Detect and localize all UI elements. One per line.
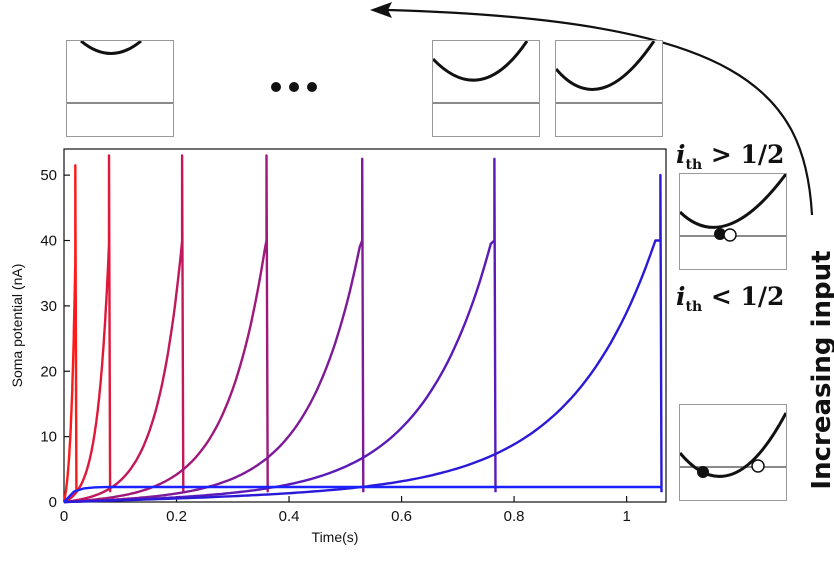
- series-line-6: [63, 157, 497, 504]
- top-inset-2: [432, 40, 540, 137]
- right-inset-lower: [679, 404, 787, 501]
- series-line-4: [63, 154, 269, 504]
- y-tick-label: 20: [40, 363, 57, 380]
- ith-less-label: ith < 1/2: [676, 282, 785, 315]
- top-inset-3: [555, 40, 663, 137]
- series-line-1: [62, 164, 78, 503]
- x-tick-label: 0.2: [166, 508, 187, 525]
- x-tick-label: 0.8: [504, 508, 525, 525]
- y-tick-label: 10: [40, 429, 57, 446]
- top-inset-1: [66, 40, 174, 137]
- x-axis-label: Time(s): [312, 529, 359, 545]
- ith-greater-label: ith > 1/2: [676, 140, 785, 173]
- x-tick-label: 0.6: [391, 508, 412, 525]
- increasing-input-label: Increasing input: [807, 250, 834, 490]
- increasing-input-arrow: [370, 2, 814, 216]
- series-line-3: [63, 154, 185, 504]
- y-tick-label: 50: [40, 167, 57, 184]
- y-axis-label: Soma potential (nA): [9, 264, 25, 388]
- plot-frame: [63, 148, 667, 503]
- y-tick-label: 40: [40, 233, 57, 250]
- series-line-2: [63, 154, 112, 504]
- x-tick-label: 1: [622, 508, 630, 525]
- right-inset-upper: [679, 173, 787, 270]
- x-tick-label: 0.4: [279, 508, 300, 525]
- y-tick-label: 30: [40, 298, 57, 315]
- chart-series: [62, 154, 663, 504]
- ellipsis-dots: [271, 82, 317, 92]
- x-tick-label: 0: [60, 508, 68, 525]
- series-line-8: [63, 485, 663, 503]
- y-tick-label: 0: [49, 494, 57, 511]
